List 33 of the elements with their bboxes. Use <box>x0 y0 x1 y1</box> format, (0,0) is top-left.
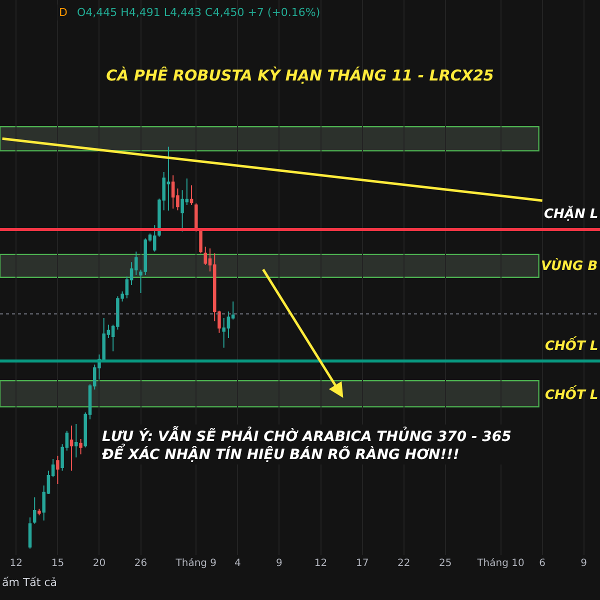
candlestick <box>79 438 82 455</box>
chart-title: CÀ PHÊ ROBUSTA KỲ HẠN THÁNG 11 - LRCX25 <box>106 66 494 84</box>
x-tick-label: 4 <box>234 558 241 569</box>
x-tick-label: 25 <box>439 558 452 569</box>
x-tick-label: 15 <box>51 558 64 569</box>
candlestick <box>56 455 60 484</box>
x-tick-label: 20 <box>92 558 106 569</box>
chart-subtitle: O4,445 H4,491 L4,443 C4,450 +7 (+0.16%) <box>77 6 320 19</box>
annotation: LƯU Ý: VẪN SẼ PHẢI CHỜ ARABICA THỦNG 370 - 365 ĐỂ XÁC NHẬN TÍN HIỆU BÁN RÕ RÀNG HƠN!!! <box>101 426 512 464</box>
x-tick-label: Tháng 10 <box>476 558 524 569</box>
x-tick-label: 12 <box>10 558 23 569</box>
candlestick <box>190 184 194 206</box>
candlestick <box>152 224 156 252</box>
ref-line-label: CHẶN L <box>544 205 598 222</box>
x-tick-label: 12 <box>314 558 328 569</box>
text: ấm Tất cả <box>2 576 58 589</box>
ref-line-label: CHỐT L <box>545 336 598 354</box>
band-label: VÙNG B <box>541 257 598 274</box>
candlestick <box>38 508 41 516</box>
text: D <box>59 6 68 19</box>
x-tick-label: 6 <box>539 558 546 569</box>
candlestick <box>28 516 32 550</box>
x-tick-label: 26 <box>134 558 148 569</box>
candlestick <box>74 424 78 458</box>
candlestick <box>32 496 36 524</box>
candlestick <box>70 425 74 472</box>
x-tick-label: Tháng 9 <box>174 558 217 569</box>
x-tick-label: 9 <box>276 558 282 569</box>
candlestick <box>194 202 198 232</box>
band-label: CHỐT L <box>545 385 598 403</box>
x-tick-label: 22 <box>397 558 410 569</box>
x-tick-label: 9 <box>580 558 588 569</box>
x-tick-label: 17 <box>356 558 369 569</box>
